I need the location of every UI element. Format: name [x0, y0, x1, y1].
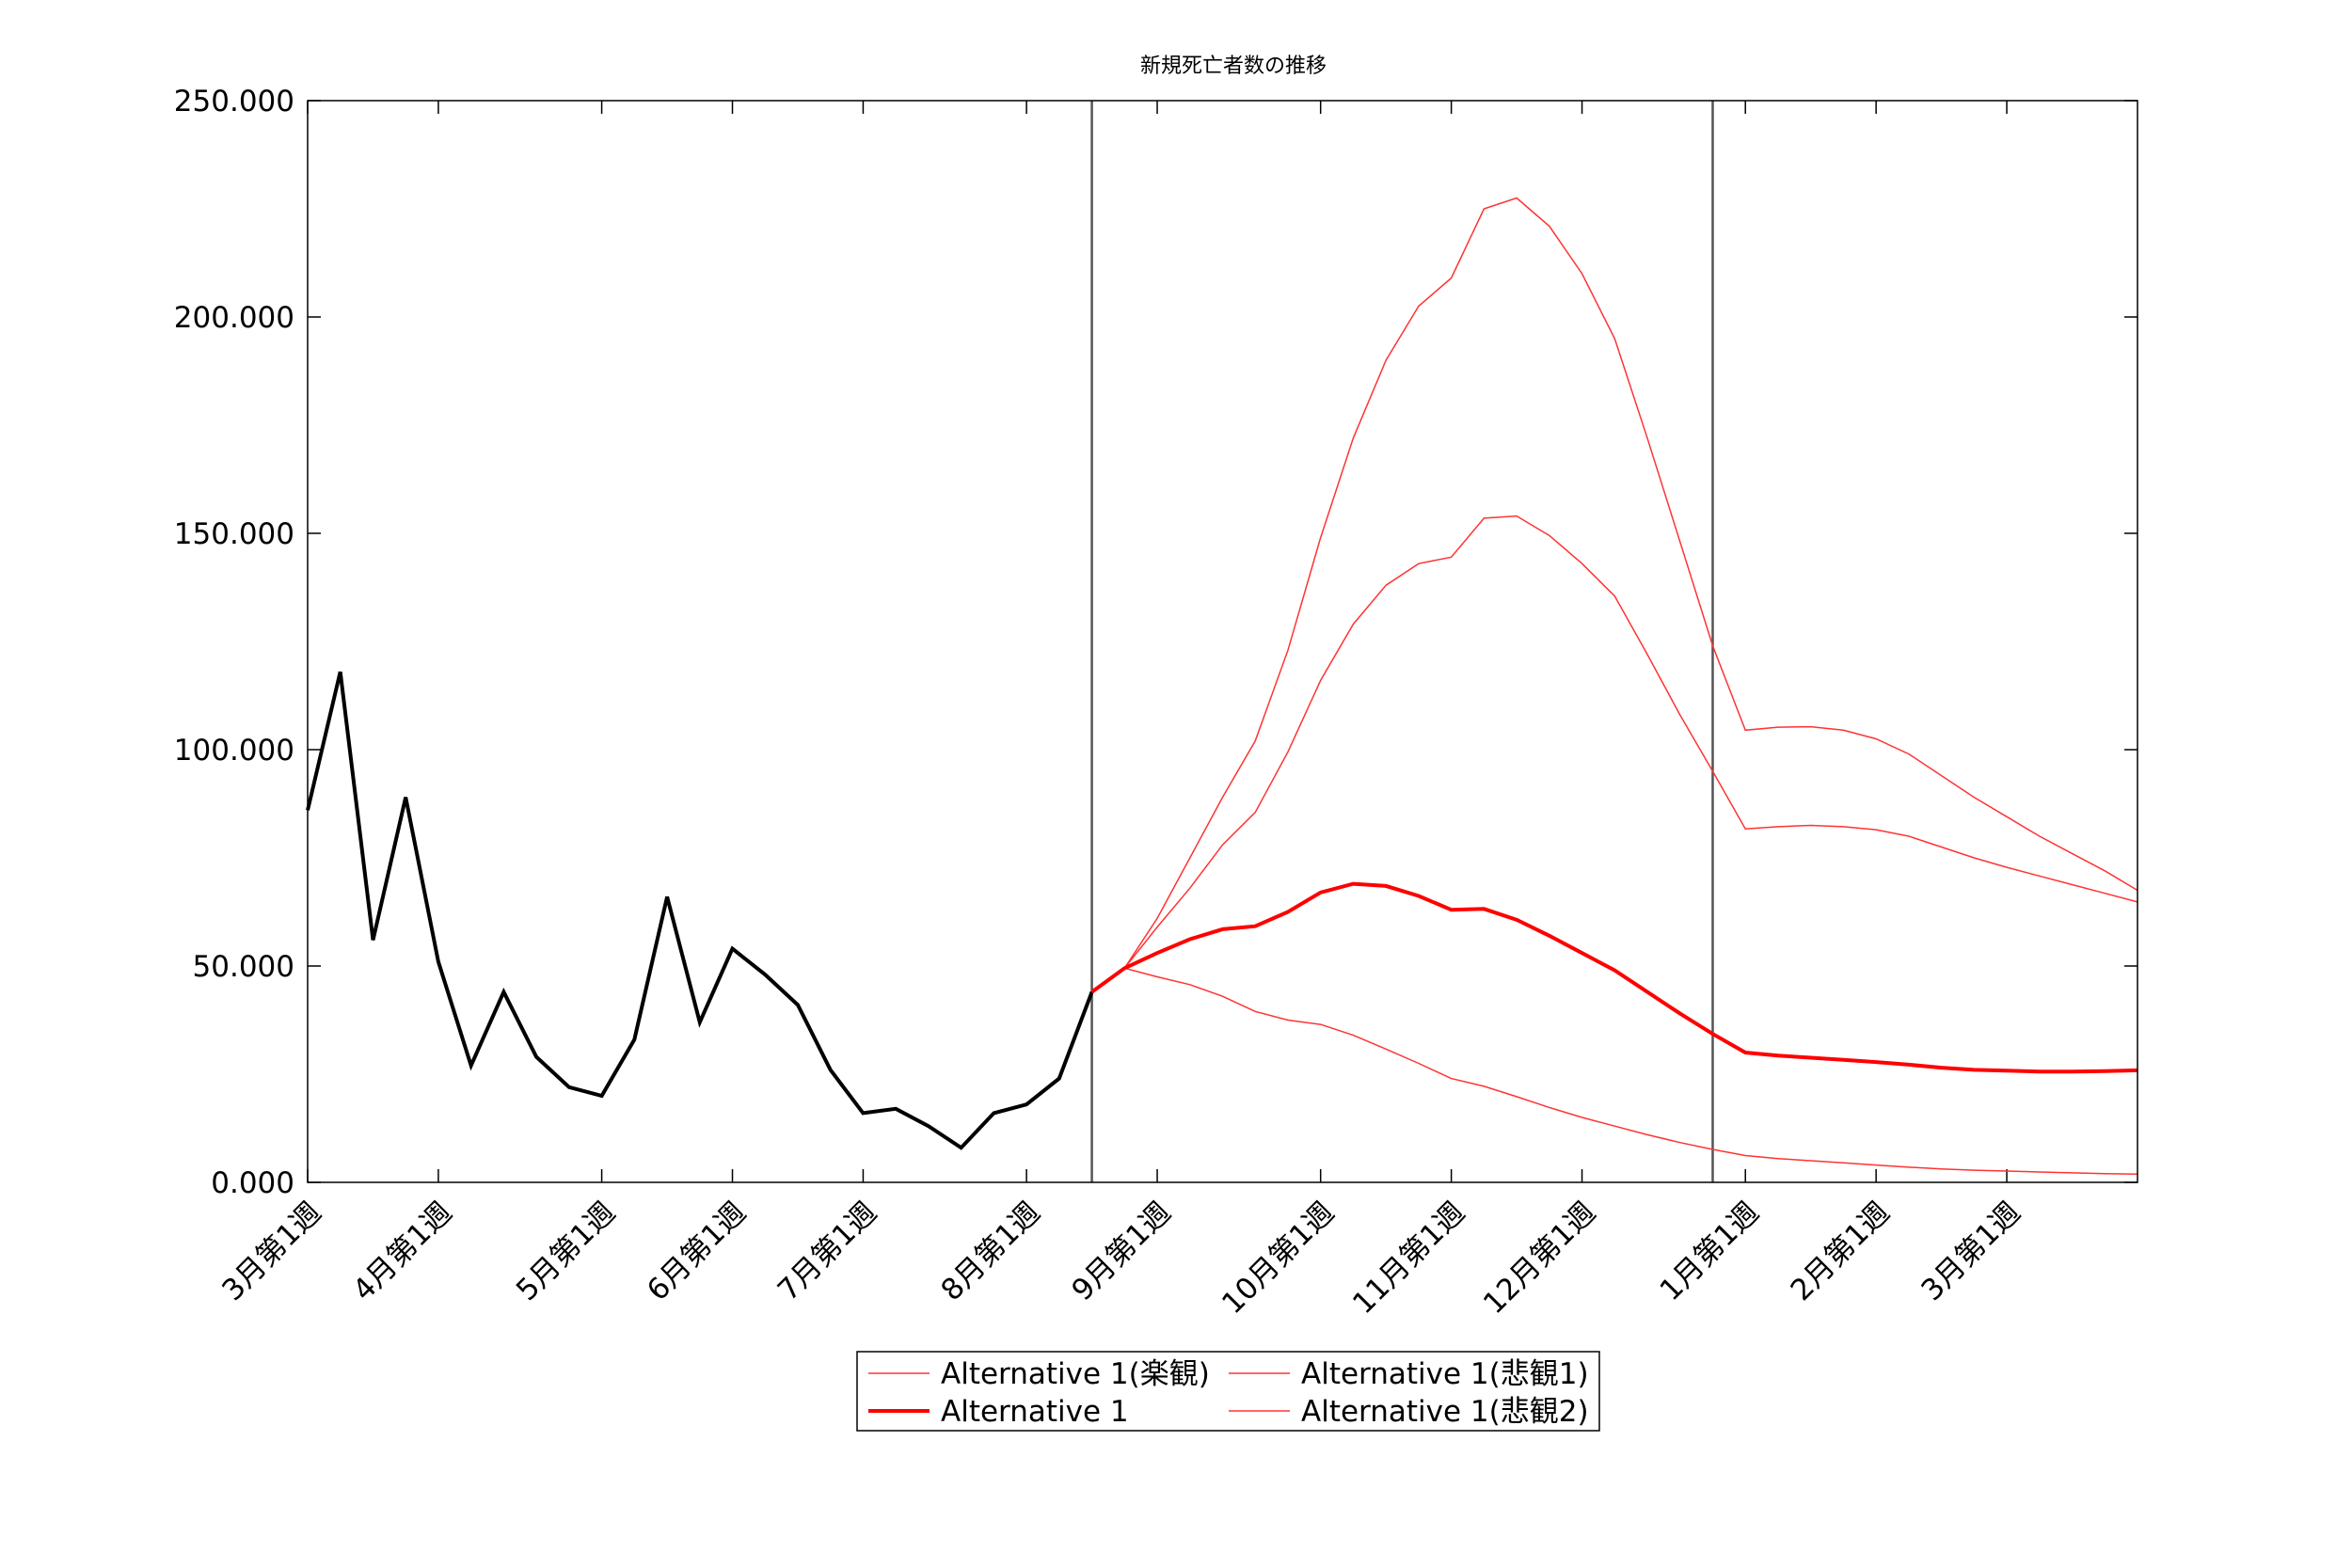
legend-label: Alternative 1(楽観) — [941, 1357, 1210, 1391]
x-tick-labels: 3月第1週 4月第1週 5月第1週 6月第1週 7月第1週 8月第1週 9月第1週 10月第1… — [215, 1196, 2026, 1321]
legend-box — [856, 1351, 1600, 1432]
x-tick-label: 8月第1週 — [934, 1196, 1046, 1307]
x-tick-label: 10月第1週 — [1216, 1196, 1341, 1321]
legend-label: Alternative 1(悲観2) — [1301, 1395, 1589, 1429]
x-tick-label: 11月第1週 — [1346, 1196, 1471, 1321]
series-line-2 — [1091, 515, 2138, 993]
x-tick-label: 1月第1週 — [1654, 1196, 1766, 1307]
x-tick-label: 7月第1週 — [771, 1196, 883, 1307]
series-line-0 — [306, 671, 1094, 1150]
series-line-3 — [1091, 197, 2138, 993]
y-tick-label: 100.000 — [174, 734, 294, 768]
x-tick-label: 12月第1週 — [1477, 1196, 1602, 1321]
legend: Alternative 1(楽観) Alternative 1(悲観1) Alter… — [856, 1351, 1600, 1432]
plot-area-frame — [307, 100, 2138, 1183]
x-tick-label: 6月第1週 — [641, 1196, 753, 1307]
x-tick-label: 9月第1週 — [1065, 1196, 1177, 1307]
chart-title: 新規死亡者数の推移 — [1140, 55, 1327, 78]
legend-label: Alternative 1(悲観1) — [1301, 1357, 1589, 1391]
vertical-marker-lines — [1090, 101, 1714, 1182]
x-tick-label: 3月第1週 — [1915, 1196, 2026, 1307]
legend-label: Alternative 1 — [941, 1395, 1129, 1429]
y-tick-label: 150.000 — [174, 517, 294, 551]
x-tick-label: 4月第1週 — [346, 1196, 458, 1307]
axis-ticks — [307, 100, 2137, 1183]
y-tick-label: 200.000 — [174, 301, 294, 335]
x-tick-label: 3月第1週 — [215, 1196, 327, 1307]
y-tick-labels: 0.000 50.000 100.000 150.000 200.000 250.000 — [174, 85, 294, 1200]
x-tick-label: 5月第1週 — [510, 1196, 622, 1307]
y-tick-label: 0.000 — [211, 1166, 294, 1200]
y-tick-label: 50.000 — [193, 950, 294, 984]
y-tick-label: 250.000 — [174, 85, 294, 119]
series-lines — [306, 197, 2138, 1176]
series-line-4 — [1090, 881, 2138, 1074]
x-tick-label: 2月第1週 — [1785, 1196, 1897, 1307]
